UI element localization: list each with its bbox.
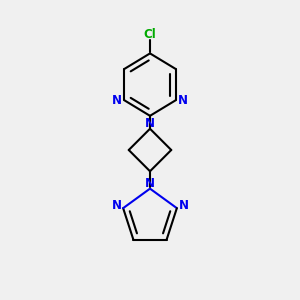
Text: N: N	[145, 177, 155, 190]
Text: N: N	[145, 117, 155, 130]
Text: N: N	[112, 94, 122, 107]
Text: Cl: Cl	[144, 28, 156, 41]
Text: N: N	[178, 199, 188, 212]
Text: N: N	[178, 94, 188, 107]
Text: N: N	[112, 199, 122, 212]
